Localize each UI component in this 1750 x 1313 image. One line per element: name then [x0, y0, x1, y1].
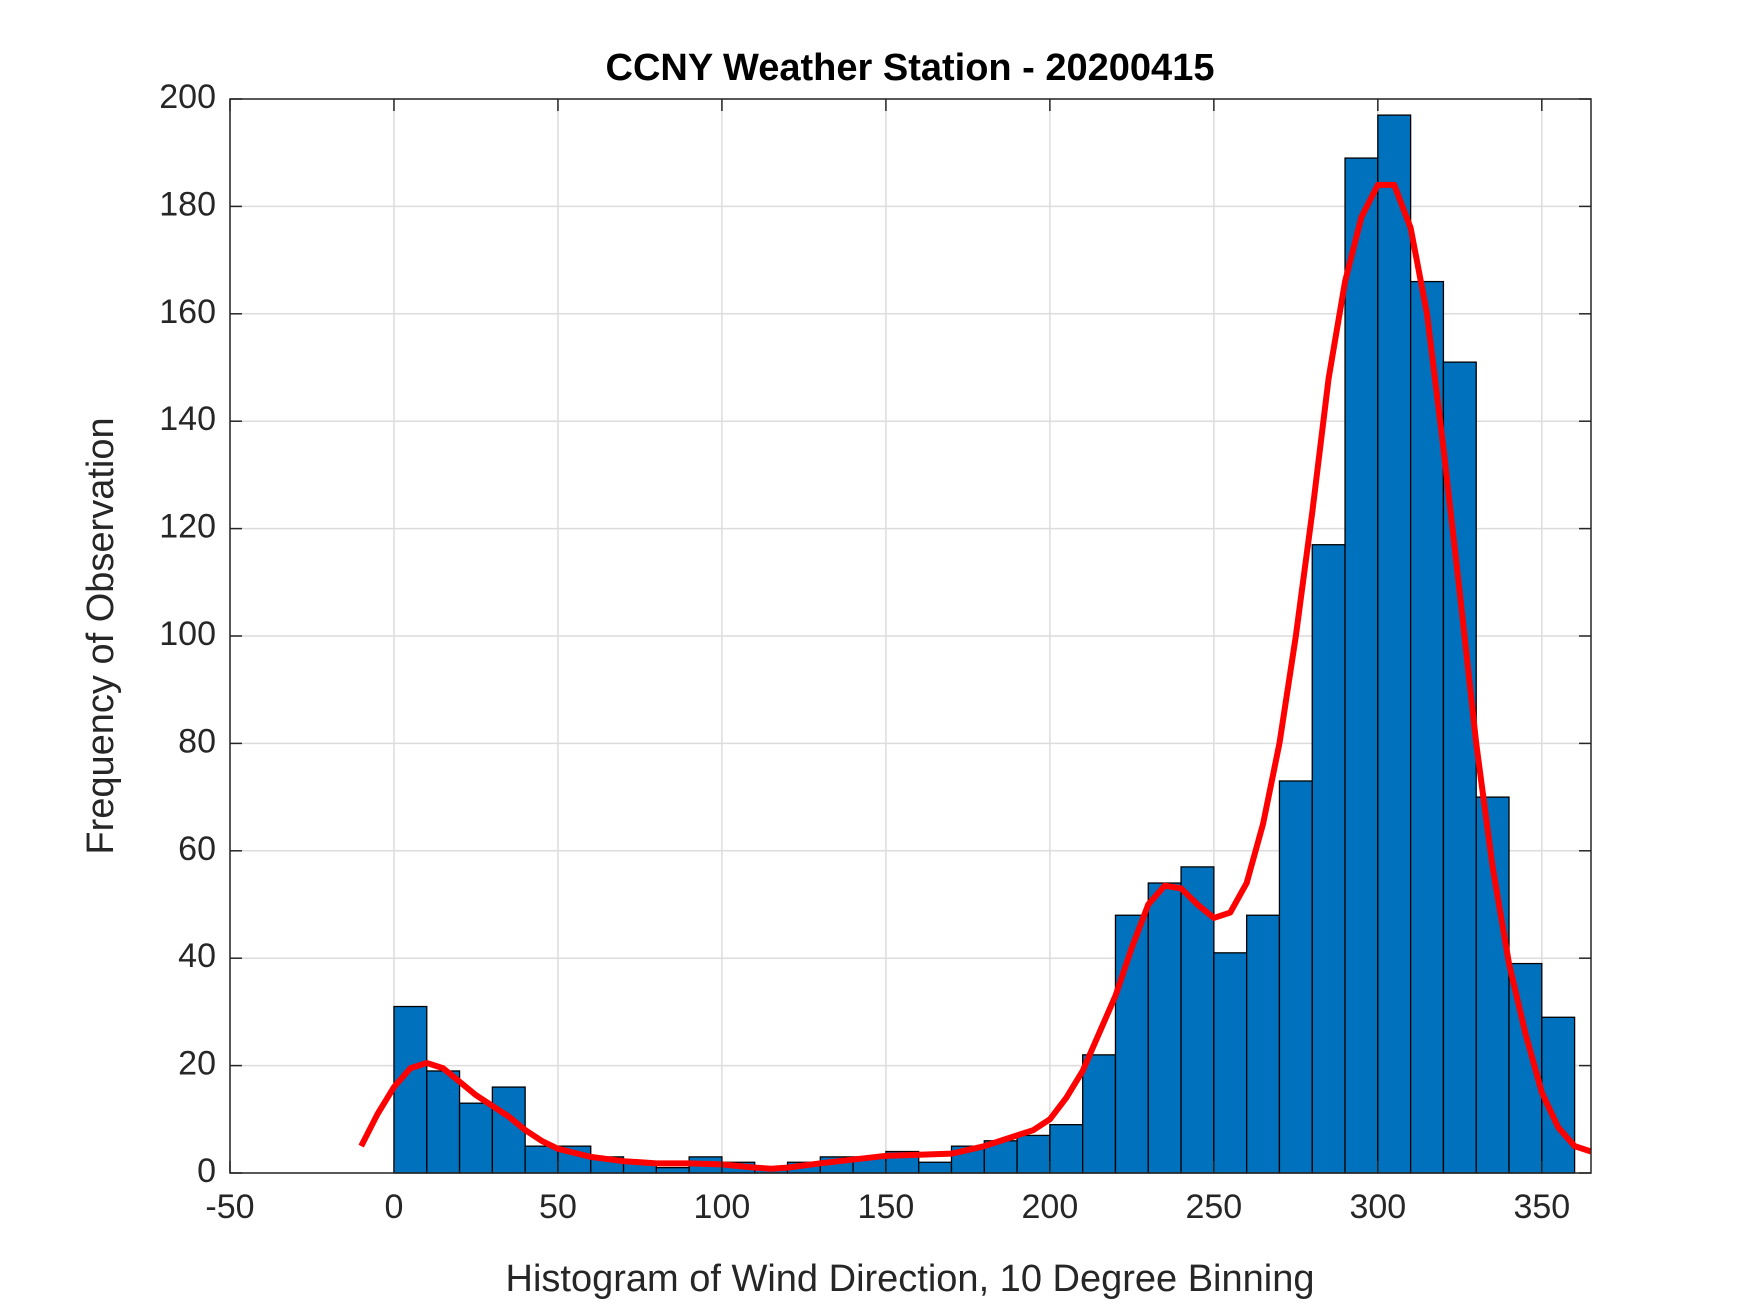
- bar: [426, 1070, 461, 1174]
- y-tick-label: 20: [178, 1045, 216, 1083]
- bar: [1082, 1054, 1117, 1174]
- x-tick-label: 50: [539, 1188, 577, 1226]
- y-tick-label: 140: [159, 400, 216, 438]
- x-axis-label: Histogram of Wind Direction, 10 Degree B…: [506, 1258, 1315, 1300]
- bar: [1311, 544, 1346, 1174]
- bar: [1180, 866, 1215, 1174]
- bar: [918, 1161, 953, 1174]
- y-tick-label: 120: [159, 508, 216, 546]
- x-tick-label: 250: [1185, 1188, 1242, 1226]
- bar: [1049, 1124, 1084, 1174]
- x-tick-label: 200: [1022, 1188, 1079, 1226]
- y-tick-label: 40: [178, 937, 216, 975]
- y-tick-label: 80: [178, 722, 216, 760]
- x-tick-label: 350: [1513, 1188, 1570, 1226]
- x-tick-label: 300: [1349, 1188, 1406, 1226]
- bar: [1114, 914, 1149, 1174]
- y-tick-label: 200: [159, 78, 216, 116]
- density-curve: [358, 181, 1592, 1172]
- bar: [491, 1086, 526, 1174]
- bar: [1409, 280, 1445, 1174]
- bar: [1344, 157, 1379, 1174]
- y-tick-label: 60: [178, 830, 216, 868]
- bar: [524, 1145, 559, 1174]
- bar: [1147, 882, 1182, 1174]
- bar: [458, 1102, 494, 1174]
- bar: [393, 1005, 428, 1174]
- bar: [1377, 114, 1412, 1174]
- x-tick-label: 100: [694, 1188, 751, 1226]
- bar: [1016, 1134, 1051, 1174]
- y-axis-label: Frequency of Observation: [80, 417, 122, 854]
- y-tick-label: 160: [159, 293, 216, 331]
- y-tick-label: 0: [197, 1152, 216, 1190]
- x-tick-label: 0: [385, 1188, 404, 1226]
- x-tick-label: 150: [858, 1188, 915, 1226]
- bar: [1213, 952, 1248, 1174]
- bar: [1278, 780, 1313, 1174]
- y-tick-label: 100: [159, 615, 216, 653]
- bar: [1541, 1016, 1576, 1174]
- bar: [1246, 914, 1281, 1174]
- chart-title: CCNY Weather Station - 20200415: [606, 47, 1215, 89]
- bar: [655, 1166, 690, 1174]
- y-tick-label: 180: [159, 185, 216, 223]
- x-tick-label: -50: [205, 1188, 254, 1226]
